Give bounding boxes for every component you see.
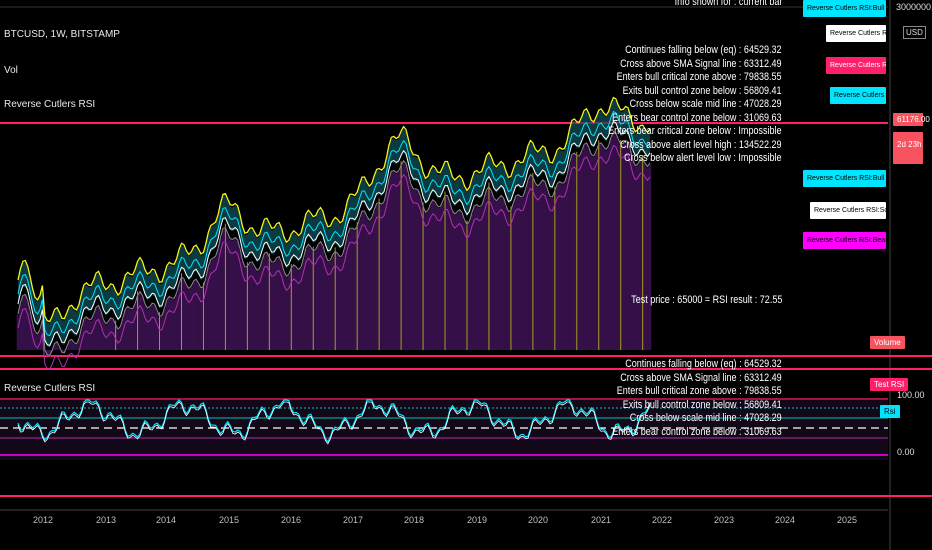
- rsi-tag: Rsi: [880, 405, 900, 418]
- lower-info-line: Enters bear control zone below : 31069.6…: [612, 425, 782, 438]
- legend-tag[interactable]: Reverse Cutlers RSI:Bear control zone: [803, 232, 886, 249]
- year-label: 2013: [96, 515, 117, 525]
- info-line: Enters bear control zone below : 31069.6…: [612, 111, 782, 124]
- volume-tag: Volume: [870, 336, 905, 349]
- info-line: Enters bull critical zone above : 79838.…: [617, 71, 782, 83]
- scale-midline: [17, 130, 651, 357]
- lower-info-block: Continues falling below (eq) : 64529.32 C…: [613, 358, 782, 439]
- year-label: 2023: [714, 515, 735, 525]
- rsi-signal-line: [17, 401, 651, 445]
- info-note: Info shown for : current bar: [674, 0, 782, 8]
- legend-tag[interactable]: Reverse Cutlers RSI:RsiEq: [830, 87, 886, 104]
- info-block: Continues falling below (eq) : 64529.32 C…: [609, 44, 782, 166]
- legend-tag[interactable]: Reverse Cutlers RSI:Bull control zone: [803, 170, 886, 187]
- bull-critical-line: [17, 96, 651, 323]
- price-line: [17, 120, 651, 347]
- info-line: Cross above alert level high : 134522.29: [620, 138, 782, 151]
- countdown-tag: 2d 23h: [893, 132, 923, 164]
- info-line: Cross below scale mid line : 47028.29: [630, 98, 782, 110]
- year-label: 2014: [156, 515, 177, 525]
- info-line: Enters bear critical zone below : Imposs…: [608, 125, 782, 137]
- bull-zone-band: [18, 99, 650, 348]
- year-label: 2020: [528, 515, 549, 525]
- year-label: 2021: [591, 515, 612, 525]
- year-label: 2017: [343, 515, 364, 525]
- lower-info-line: Cross above SMA Signal line : 63312.49: [620, 371, 782, 384]
- test-rsi-tag: Test RSI: [870, 378, 909, 391]
- year-label: 2022: [652, 515, 673, 525]
- bull-control-line: [17, 110, 651, 337]
- last-price-tag: 61176.00: [893, 113, 930, 126]
- volume-label[interactable]: Vol: [4, 65, 18, 76]
- year-label: 2015: [219, 515, 240, 525]
- year-label: 2018: [404, 515, 425, 525]
- legend-tag[interactable]: Reverse Cutlers RSI:Rsi test: [826, 57, 886, 74]
- info-line: Continues falling below (eq) : 64529.32: [625, 44, 782, 56]
- lower-info-line: Exits bull control zone below : 56809.41: [623, 398, 782, 411]
- legend-tag[interactable]: Reverse Cutlers RSI:Bull critical zone: [803, 0, 886, 17]
- info-line: Cross below alert level low : Impossible: [624, 152, 782, 164]
- level-0-label: 0.00: [897, 447, 915, 457]
- currency-button[interactable]: USD: [903, 26, 926, 39]
- lower-info-line: Continues falling below (eq) : 64529.32: [625, 358, 782, 370]
- lower-info-line: Enters bull critical zone above : 79838.…: [617, 385, 782, 397]
- top-price-label: 3000000.00: [896, 2, 932, 12]
- lower-indicator-label[interactable]: Reverse Cutlers RSI: [4, 383, 96, 394]
- info-line: Exits bull control zone below : 56809.41: [623, 84, 782, 97]
- test-price-line: Test price : 65000 = RSI result : 72.55: [630, 294, 782, 306]
- indicator-label[interactable]: Reverse Cutlers RSI: [4, 99, 96, 110]
- year-label: 2012: [33, 515, 54, 525]
- year-label: 2025: [837, 515, 858, 525]
- level-100-label: 100.00: [897, 390, 925, 400]
- info-line: Cross above SMA Signal line : 63312.49: [620, 57, 782, 70]
- lower-info-line: Cross below scale mid line : 47028.29: [630, 412, 782, 424]
- legend-tag[interactable]: Reverse Cutlers RSI:Sigline: [826, 25, 886, 42]
- year-label: 2024: [775, 515, 796, 525]
- symbol-label[interactable]: BTCUSD, 1W, BITSTAMP: [4, 29, 120, 40]
- rsi-pane-bg: [0, 400, 888, 460]
- rsi-line: [17, 399, 651, 443]
- bear-control-line: [17, 144, 651, 371]
- year-label: 2016: [281, 515, 302, 525]
- year-label: 2019: [467, 515, 488, 525]
